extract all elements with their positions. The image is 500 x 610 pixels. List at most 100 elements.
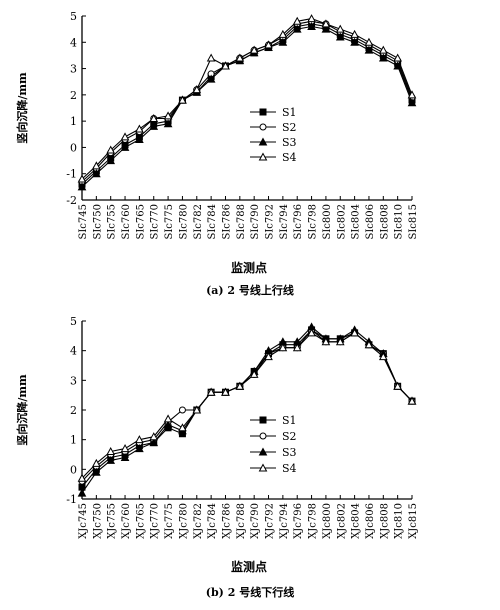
data-point: [235, 53, 245, 62]
data-point: [221, 61, 230, 70]
x-tick-label: XJc798: [308, 503, 319, 539]
x-tick-label: XJc755: [107, 503, 118, 539]
y-tick-label: 3: [70, 374, 77, 387]
data-point: [393, 381, 402, 390]
x-tick-label: XJc775: [164, 503, 175, 539]
x-tick-label: XJc760: [121, 503, 132, 539]
data-point: [149, 438, 159, 447]
x-tick-label: SIc760: [121, 204, 132, 240]
x-tick-label: SIc790: [250, 204, 261, 240]
x-tick-label: XJc784: [207, 503, 218, 539]
data-point: [178, 406, 186, 414]
y-tick-label: -1: [66, 168, 77, 181]
y-tick-label: 4: [70, 36, 77, 49]
series-line: [81, 18, 413, 180]
data-point: [335, 24, 345, 33]
chart-panel-2: -1 0 1 2 3 4 5 XJc745 XJc750 XJc755 XJc760 XJc765 XJ…: [15, 315, 419, 599]
legend-marker: [259, 108, 267, 116]
data-point: [135, 444, 144, 453]
x-tick-label: XJc786: [221, 503, 232, 539]
x-tick-label: XJc810: [394, 503, 405, 539]
y-axis-label: 竖向沉降/mm: [15, 374, 29, 446]
y-tick-label: 5: [70, 10, 77, 23]
data-point: [206, 74, 216, 83]
y-tick-label: 0: [70, 463, 77, 476]
x-tick-label: SIc784: [207, 204, 218, 240]
data-point: [407, 98, 417, 107]
series-S2: [78, 17, 416, 186]
legend-entry: S4: [282, 462, 297, 475]
data-point: [92, 169, 101, 178]
data-point: [77, 473, 87, 482]
legend-marker: [259, 416, 267, 424]
x-tick-label: XJc782: [193, 503, 204, 539]
data-point: [278, 343, 288, 352]
data-point: [149, 113, 159, 123]
legend-entry: S1: [282, 414, 297, 427]
data-point: [92, 458, 101, 467]
data-point: [407, 396, 417, 405]
data-point: [106, 145, 116, 154]
data-point: [178, 423, 187, 432]
x-tick-label: XJc790: [250, 503, 261, 539]
x-tick-label: XJc765: [135, 503, 146, 539]
x-tick-label: XJc788: [236, 503, 247, 539]
x-tick-label: SIc786: [221, 204, 232, 240]
data-point: [235, 381, 245, 390]
data-point: [350, 29, 359, 38]
data-point: [77, 488, 87, 497]
x-tick-label: SIc815: [408, 204, 419, 240]
data-point: [278, 29, 288, 38]
x-tick-label: XJc804: [351, 503, 362, 539]
data-point: [149, 432, 159, 441]
data-point: [221, 387, 230, 396]
data-point: [206, 53, 216, 62]
data-point: [407, 90, 417, 99]
x-tick-label: SIc745: [78, 204, 89, 240]
data-point: [77, 174, 87, 183]
data-point: [77, 182, 87, 191]
series-S4: [77, 328, 417, 482]
x-tick-label: XJc815: [408, 503, 419, 539]
x-tick-label: XJc806: [365, 503, 376, 539]
data-point: [135, 134, 144, 144]
series-line: [81, 23, 413, 185]
x-tick-label: XJc770: [150, 503, 161, 539]
x-tick-label: SIc775: [164, 204, 175, 240]
data-point: [106, 446, 116, 456]
y-tick-label: 3: [70, 63, 77, 76]
data-point: [350, 37, 359, 46]
series-line: [81, 326, 413, 494]
series-line: [81, 25, 413, 188]
x-tick-label: SIc755: [107, 204, 118, 240]
legend-marker: [258, 463, 268, 472]
series-line: [81, 20, 413, 183]
data-point: [163, 119, 173, 128]
panel-caption: (a) 2 号线上行线: [206, 283, 294, 297]
data-point: [106, 455, 116, 464]
x-tick-label: SIc810: [394, 204, 405, 240]
data-point: [192, 85, 202, 94]
data-point: [178, 95, 187, 104]
x-tick-label: SIc796: [293, 204, 304, 240]
x-tick-label: SIc782: [193, 204, 204, 240]
series-line: [81, 329, 413, 488]
legend-marker: [258, 152, 268, 161]
data-point: [378, 45, 388, 54]
data-point: [364, 340, 374, 349]
data-point: [120, 444, 130, 453]
x-tick-label: XJc750: [92, 503, 103, 539]
x-tick-label: SIc802: [336, 204, 347, 240]
series-S2: [78, 326, 416, 485]
x-tick-label: XJc808: [379, 503, 390, 539]
y-tick-label: 2: [70, 89, 77, 102]
x-tick-label: SIc765: [135, 204, 146, 240]
x-tick-label: XJc796: [293, 503, 304, 539]
series-S3: [77, 21, 417, 191]
y-tick-label: 2: [70, 404, 77, 417]
data-point: [321, 337, 331, 346]
data-point: [120, 132, 130, 141]
data-point: [106, 156, 116, 165]
legend-entry: S2: [282, 430, 297, 443]
y-tick-label: 0: [70, 141, 77, 154]
